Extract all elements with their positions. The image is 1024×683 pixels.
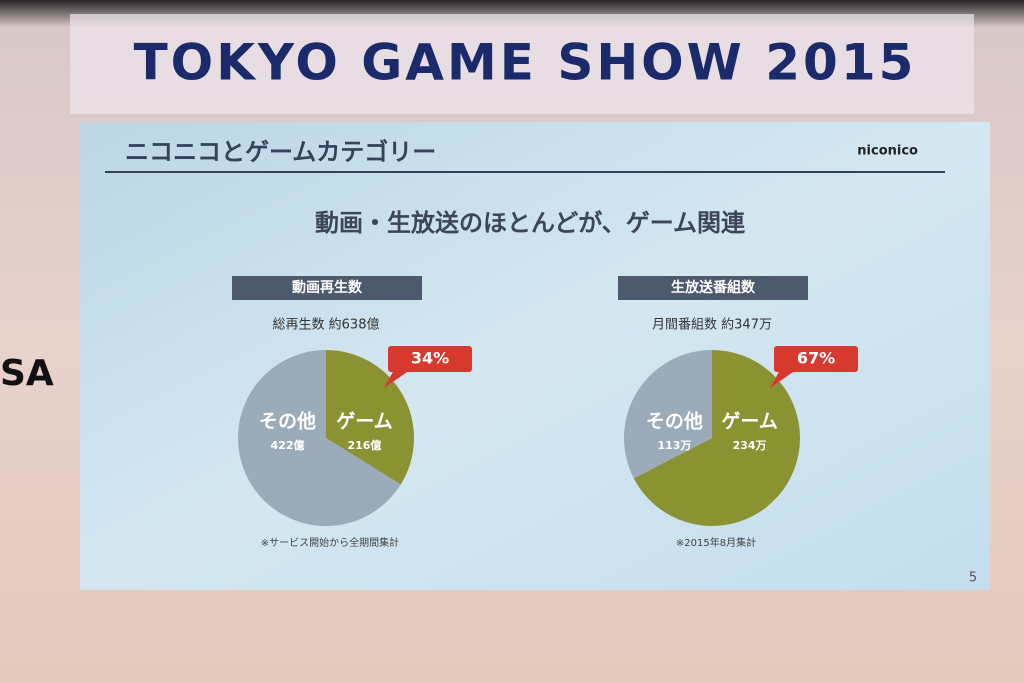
banner-text: TOKYO GAME SHOW 2015 bbox=[134, 34, 917, 92]
pie-slice bbox=[624, 350, 712, 479]
callout-box bbox=[774, 346, 858, 372]
slice-label: ゲーム bbox=[336, 411, 392, 433]
pie-slice bbox=[633, 350, 800, 526]
page-number: 5 bbox=[969, 571, 977, 586]
slice-value: 422億 bbox=[271, 438, 305, 452]
slice-value: 113万 bbox=[657, 439, 691, 452]
chart-subtitle: 総再生数 約638億 bbox=[273, 317, 380, 333]
chart-title: 生放送番組数 bbox=[671, 279, 756, 296]
chart-subtitle: 月間番組数 約347万 bbox=[652, 318, 772, 333]
slice-label: その他 bbox=[646, 410, 703, 433]
chart-note: ※サービス開始から全期間集計 bbox=[261, 536, 399, 549]
callout-pointer bbox=[384, 370, 410, 388]
callout-box bbox=[388, 346, 472, 372]
banner-board bbox=[70, 14, 974, 114]
pie-slice bbox=[238, 349, 401, 526]
headline: 動画・生放送のほとんどが、ゲーム関連 bbox=[315, 209, 746, 237]
callout-text: 67% bbox=[797, 349, 835, 368]
chart-title-bar bbox=[618, 276, 808, 300]
chart-title-bar bbox=[232, 276, 422, 300]
pie-slice bbox=[326, 349, 415, 485]
slide-title: ニコニコとゲームカテゴリー bbox=[125, 138, 436, 166]
side-text: SA bbox=[0, 353, 54, 394]
slice-label: ゲーム bbox=[721, 411, 777, 433]
callout-text: 34% bbox=[411, 349, 449, 368]
chart-note: ※2015年8月集計 bbox=[676, 536, 756, 549]
slice-label: その他 bbox=[259, 410, 316, 433]
slice-value: 234万 bbox=[733, 439, 767, 452]
logo: niconico bbox=[857, 144, 918, 159]
callout-pointer bbox=[770, 370, 796, 388]
chart-title: 動画再生数 bbox=[292, 279, 363, 296]
slice-value: 216億 bbox=[347, 438, 381, 452]
